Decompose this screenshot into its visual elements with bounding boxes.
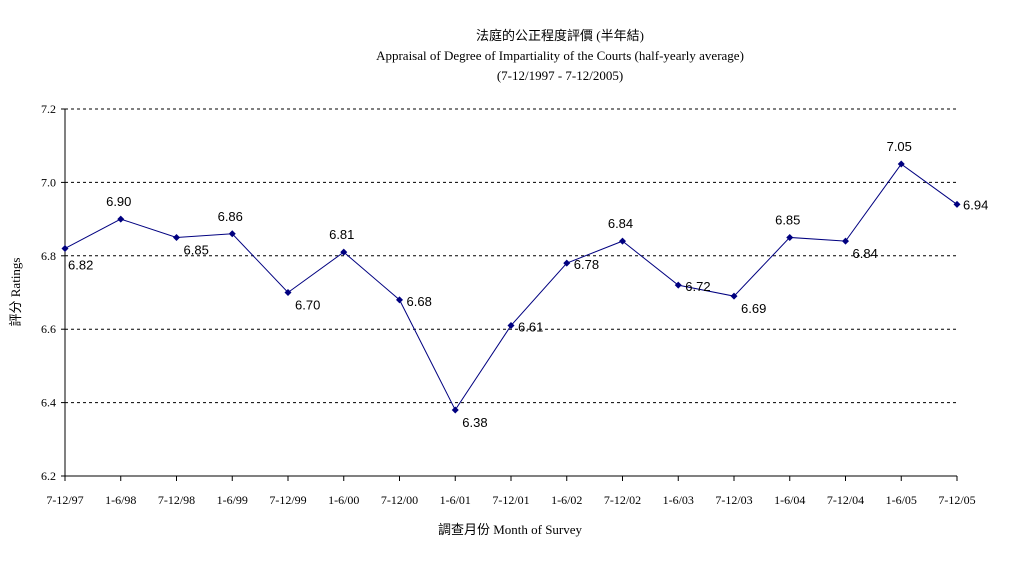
x-axis-title: 調查月份 Month of Survey bbox=[438, 522, 583, 537]
y-axis-title: 評分 Ratings bbox=[8, 258, 23, 327]
data-point bbox=[563, 259, 571, 267]
data-label: 6.90 bbox=[106, 194, 131, 209]
x-tick-label: 1-6/98 bbox=[105, 493, 136, 507]
data-label: 6.85 bbox=[184, 242, 209, 257]
x-tick-label: 1-6/04 bbox=[774, 493, 805, 507]
x-tick-label: 7-12/98 bbox=[158, 493, 195, 507]
data-label: 6.84 bbox=[853, 246, 878, 261]
data-label: 6.94 bbox=[963, 197, 988, 212]
data-label: 7.05 bbox=[887, 139, 912, 154]
y-tick-labels: 6.2 6.4 6.6 6.8 7.0 7.2 bbox=[41, 102, 56, 483]
data-label: 6.38 bbox=[462, 415, 487, 430]
x-tick-label: 1-6/02 bbox=[551, 493, 582, 507]
data-label: 6.82 bbox=[68, 257, 93, 272]
data-point bbox=[340, 248, 348, 256]
chart-title: Appraisal of Degree of Impartiality of t… bbox=[376, 48, 744, 63]
y-tick-label: 6.2 bbox=[41, 469, 56, 483]
data-point bbox=[173, 233, 180, 241]
data-label: 6.61 bbox=[518, 320, 543, 335]
data-label: 6.86 bbox=[218, 209, 243, 224]
axes bbox=[61, 108, 958, 481]
data-label: 6.68 bbox=[407, 294, 432, 309]
data-point bbox=[451, 406, 459, 414]
y-tick-label: 7.0 bbox=[41, 175, 56, 189]
data-label: 6.85 bbox=[775, 212, 800, 227]
data-point bbox=[117, 215, 125, 223]
data-label: 6.78 bbox=[574, 257, 599, 272]
y-tick-label: 6.4 bbox=[41, 396, 56, 410]
x-tick-label: 1-6/03 bbox=[663, 493, 694, 507]
y-tick-label: 6.8 bbox=[41, 249, 56, 263]
data-point bbox=[228, 230, 236, 238]
x-tick-label: 7-12/97 bbox=[46, 493, 83, 507]
x-tick-label: 1-6/00 bbox=[328, 493, 359, 507]
data-point bbox=[396, 296, 403, 304]
data-label: 6.72 bbox=[685, 279, 710, 294]
x-tick-label: 7-12/01 bbox=[492, 493, 529, 507]
data-point bbox=[897, 160, 905, 168]
gridlines bbox=[65, 108, 957, 404]
y-tick-label: 7.2 bbox=[41, 102, 56, 116]
x-tick-label: 1-6/99 bbox=[217, 493, 248, 507]
data-point bbox=[786, 233, 794, 241]
data-point bbox=[842, 237, 849, 245]
x-tick-label: 7-12/02 bbox=[604, 493, 641, 507]
x-tick-labels: 7-12/97 1-6/98 7-12/98 1-6/99 7-12/99 1-6/00 7… bbox=[46, 493, 975, 507]
data-label: 6.84 bbox=[608, 216, 633, 231]
data-point bbox=[953, 200, 961, 208]
chart-titles: 法庭的公正程度評價 (半年結) Appraisal of Degree of I… bbox=[0, 26, 1020, 86]
y-tick-label: 6.6 bbox=[41, 322, 56, 336]
series-impartiality bbox=[61, 160, 961, 414]
x-tick-label: 7-12/03 bbox=[715, 493, 752, 507]
data-point bbox=[674, 281, 682, 289]
x-tick-label: 7-12/00 bbox=[381, 493, 418, 507]
data-point bbox=[730, 292, 738, 300]
x-tick-label: 1-6/05 bbox=[886, 493, 917, 507]
data-point bbox=[284, 289, 292, 296]
x-tick-label: 7-12/99 bbox=[269, 493, 306, 507]
data-label: 6.81 bbox=[329, 227, 354, 242]
x-tick-label: 7-12/05 bbox=[938, 493, 975, 507]
x-tick-label: 1-6/01 bbox=[440, 493, 471, 507]
x-tick-label: 7-12/04 bbox=[827, 493, 864, 507]
data-point bbox=[619, 237, 626, 245]
data-labels: 6.82 6.90 6.85 6.86 6.70 6.81 6.68 6.38 6.61 6.78… bbox=[68, 139, 988, 430]
data-point bbox=[61, 244, 69, 252]
data-label: 6.70 bbox=[295, 298, 320, 313]
data-point bbox=[507, 322, 515, 330]
chart-title-chinese: 法庭的公正程度評價 (半年結) bbox=[476, 28, 644, 43]
series-line bbox=[64, 163, 958, 411]
data-label: 6.69 bbox=[741, 301, 766, 316]
chart-subtitle: (7-12/1997 - 7-12/2005) bbox=[496, 68, 624, 83]
